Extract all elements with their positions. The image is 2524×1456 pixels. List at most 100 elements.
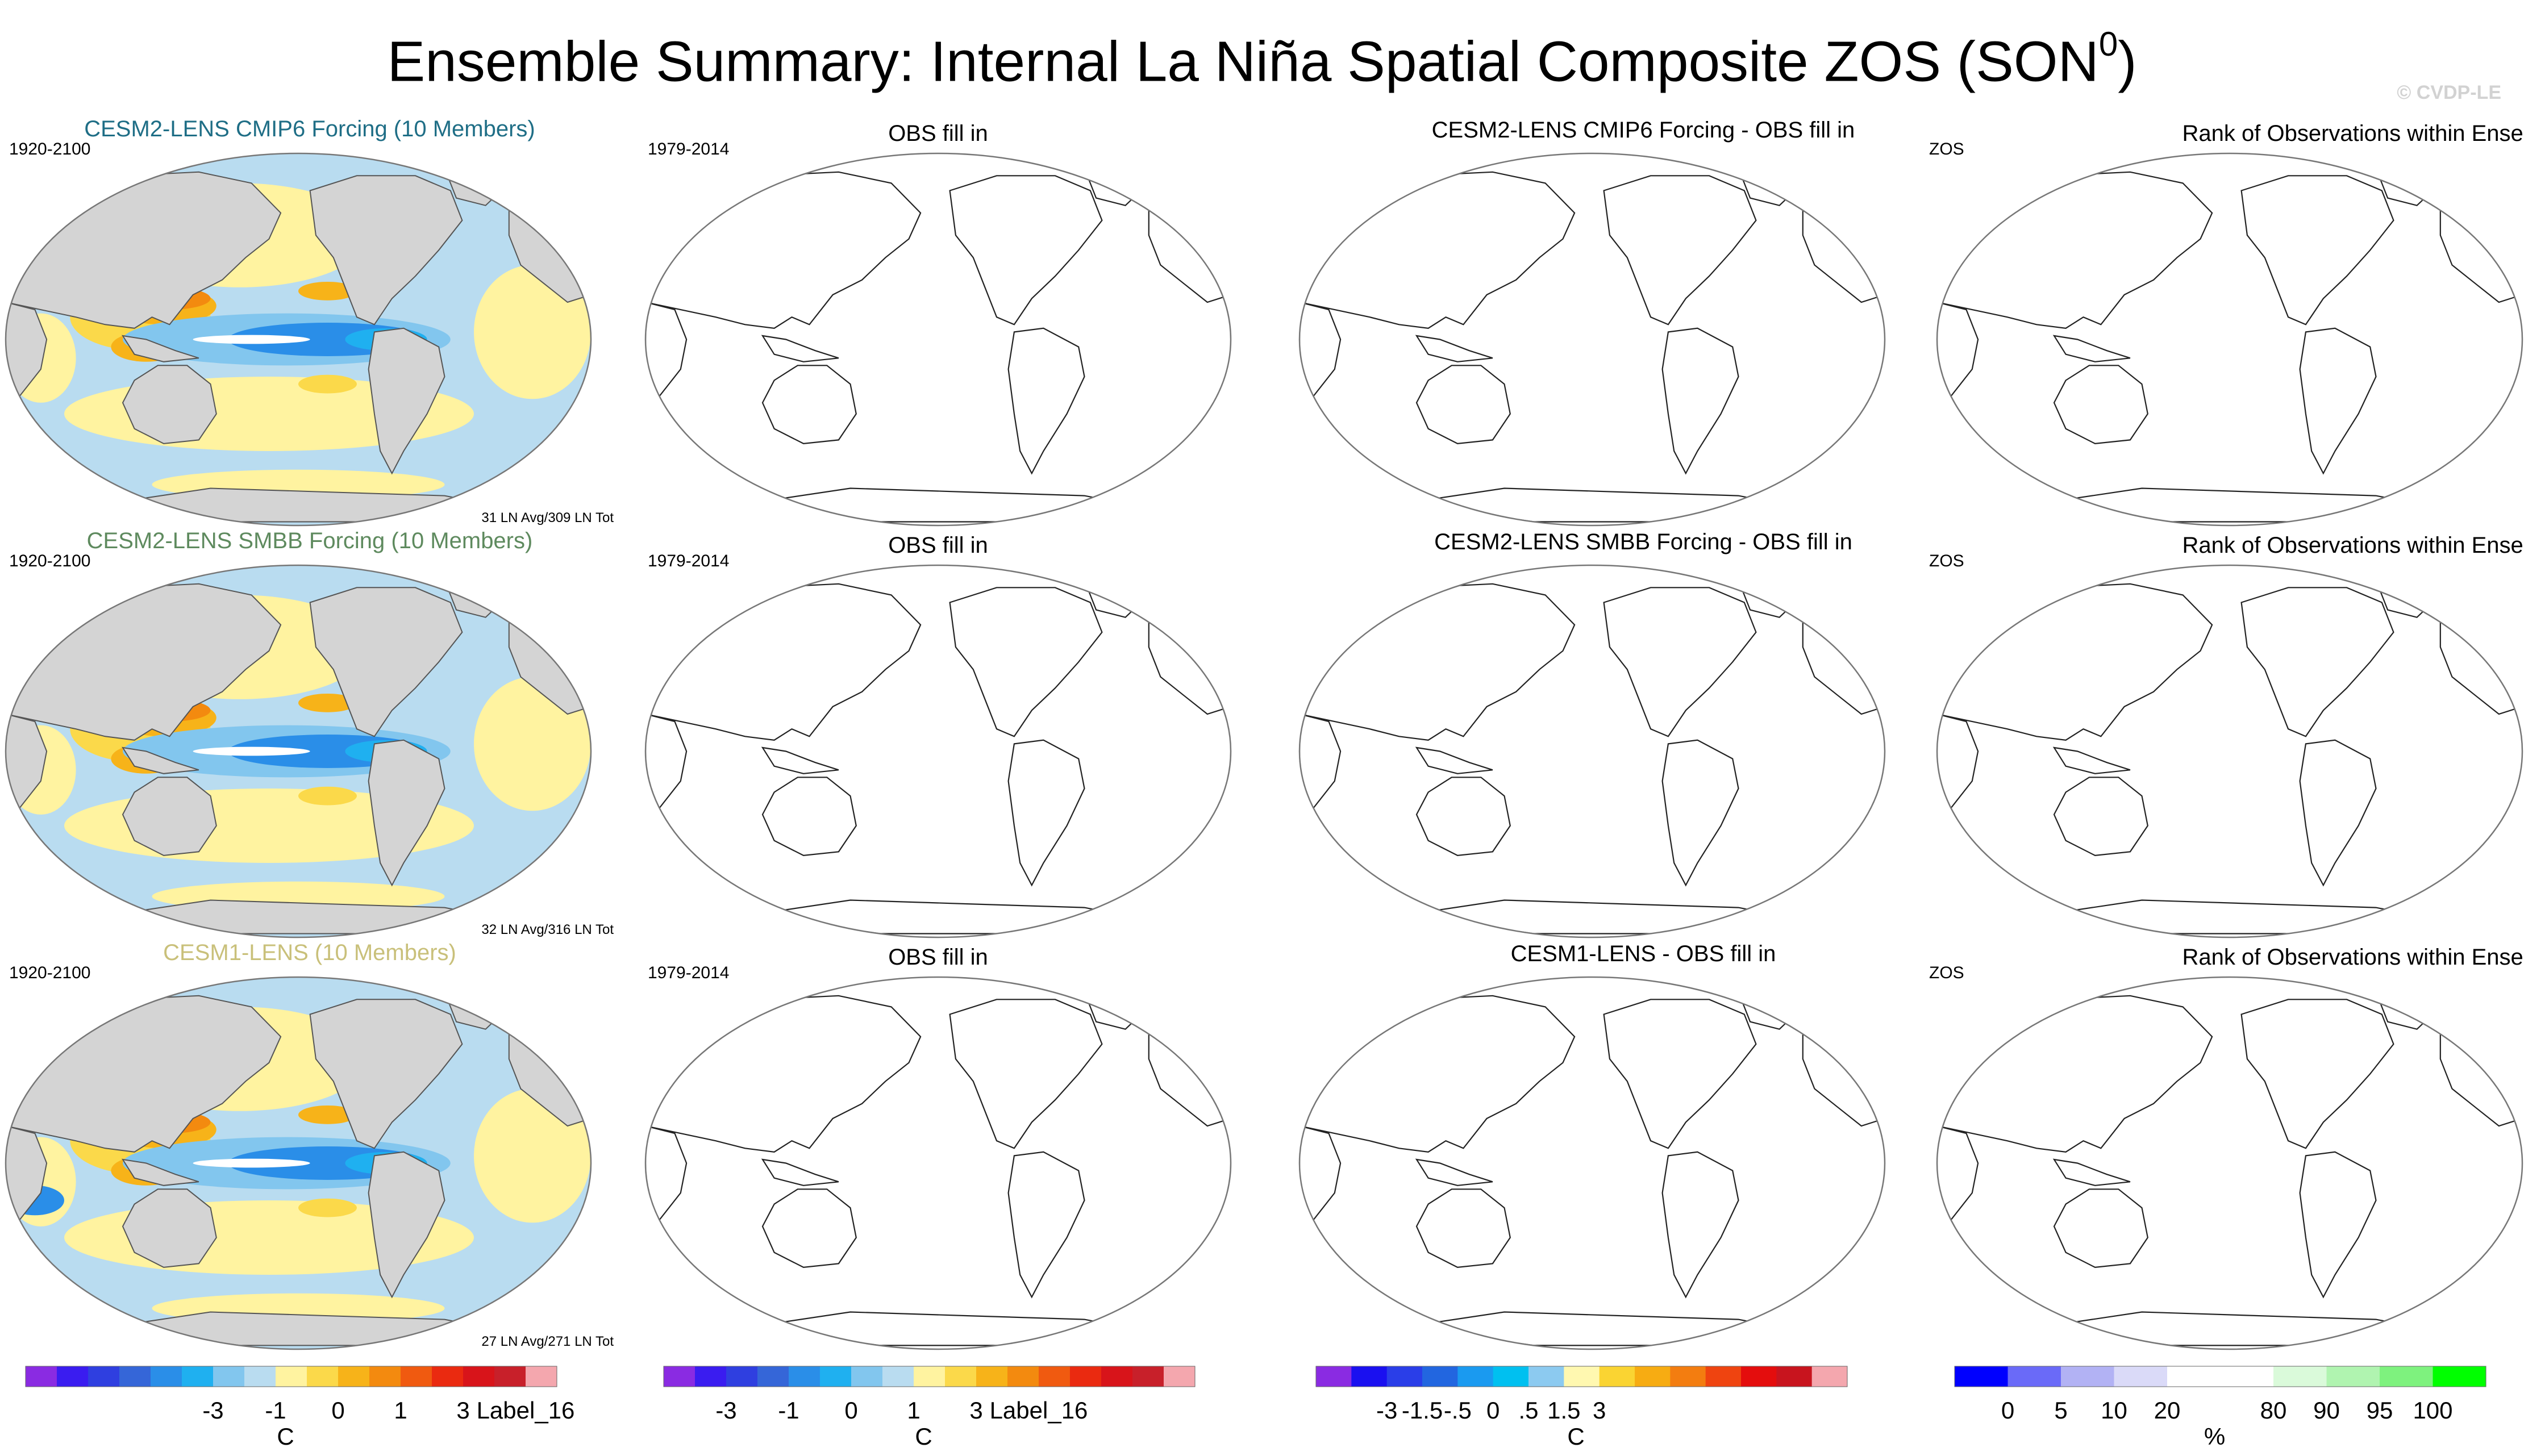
coastline-africa — [1300, 713, 1342, 828]
model-map — [5, 564, 592, 938]
colorbar-tick-label: 0 — [844, 1397, 857, 1424]
coastline-nam — [2240, 175, 2394, 326]
coastline-nam — [1603, 999, 1757, 1149]
coastline-nam — [1603, 175, 1757, 326]
panel-grid: CESM2-LENS CMIP6 Forcing (10 Members)192… — [5, 116, 2524, 1350]
land-sam — [368, 1151, 445, 1299]
coastline-africa — [1300, 1125, 1342, 1240]
colorbar-swatch — [244, 1366, 276, 1387]
coastline-sam — [1007, 739, 1085, 887]
coastline-nam — [949, 999, 1103, 1149]
coastline-sam — [2299, 739, 2377, 887]
colorbar-swatch — [1564, 1366, 1600, 1387]
coastline-eurasia — [1300, 171, 1576, 329]
colorbar-swatch — [2007, 1366, 2061, 1387]
colorbar-swatch — [494, 1366, 526, 1387]
colorbar-tick-label: -1.5 — [1402, 1397, 1443, 1424]
colorbar-swatch — [1132, 1366, 1164, 1387]
map-border — [644, 152, 1232, 527]
coastline-eurasia — [1300, 583, 1576, 741]
coastline-indonesia — [761, 1158, 839, 1186]
obs-years-label: 1979-2014 — [648, 140, 729, 158]
coastline-eurasia — [1937, 995, 2213, 1153]
map-border — [1298, 564, 1886, 938]
model-map — [5, 976, 592, 1350]
colorbar-1: -3 -1 0 1 3 Label_16 C — [25, 1366, 574, 1450]
coastline-australia — [761, 777, 857, 857]
model-years-label: 1920-2100 — [9, 140, 90, 158]
rank-map — [1936, 976, 2523, 1350]
colorbar-swatch — [1386, 1366, 1423, 1387]
rank-variable-label: ZOS — [1929, 963, 1964, 982]
coastline-indonesia — [2052, 746, 2131, 774]
coastline-nam — [949, 587, 1103, 737]
colorbar-4: 0 5 10 20 80 90 95 100% — [1954, 1366, 2486, 1450]
colorbar-tick-label: -3 — [202, 1397, 223, 1424]
colorbar-swatch — [2061, 1366, 2114, 1387]
colorbar-swatch — [1635, 1366, 1671, 1387]
obs-years-label: 1979-2014 — [648, 552, 729, 570]
coastline-indonesia — [761, 335, 839, 362]
colorbar-tick-label: -3 — [1376, 1397, 1397, 1424]
colorbar-swatch — [1007, 1366, 1039, 1387]
colorbar-swatch — [1670, 1366, 1706, 1387]
colorbar-swatch — [369, 1366, 401, 1387]
colorbar-swatch — [182, 1366, 214, 1387]
anomaly-contour — [298, 281, 357, 301]
colorbar-tick-label: .5 — [1518, 1397, 1538, 1424]
colorbar-swatch — [2114, 1366, 2168, 1387]
colorbar-swatch — [1528, 1366, 1564, 1387]
land-nam — [309, 175, 463, 326]
coastline-eurasia — [645, 171, 922, 329]
coastline-australia — [2053, 777, 2148, 857]
land-sam — [368, 327, 445, 475]
colorbar-tick-label: 3 — [1593, 1397, 1606, 1424]
coastline-indonesia — [1415, 746, 1493, 774]
rank-panel-title: Rank of Observations within Ensemble — [2183, 121, 2524, 146]
colorbar-swatch — [2273, 1366, 2327, 1387]
coastline-sam — [1661, 1151, 1739, 1299]
anomaly-contour — [193, 1158, 310, 1168]
obs-panel-title: OBS fill in — [888, 945, 988, 970]
coastline-australia — [2053, 365, 2148, 445]
land-indonesia — [121, 335, 199, 362]
land-sam — [368, 739, 445, 887]
colorbar-swatch — [1955, 1366, 2008, 1387]
coastline-africa — [1300, 301, 1342, 416]
coastline-sam — [1007, 327, 1085, 475]
colorbar-swatch — [119, 1366, 151, 1387]
colorbar-tick-label: 100 — [2413, 1397, 2452, 1424]
colorbar-swatch — [2326, 1366, 2380, 1387]
colorbar-units-label: C — [277, 1423, 294, 1450]
anomaly-contour — [193, 746, 310, 756]
main-title: Ensemble Summary: Internal La Niña Spati… — [0, 16, 2524, 95]
colorbar-swatch — [213, 1366, 245, 1387]
coastline-sam — [1007, 1151, 1085, 1299]
colorbar-swatch — [1164, 1366, 1196, 1387]
colorbar-swatch — [526, 1366, 557, 1387]
coastline-africa — [645, 301, 688, 416]
map-border — [644, 564, 1232, 938]
colorbar-tick-label: 1 — [394, 1397, 407, 1424]
colorbar-tick-label: 3 — [456, 1397, 469, 1424]
colorbar-units-label: % — [2204, 1423, 2225, 1450]
coastline-eurasia — [645, 995, 922, 1153]
map-border — [5, 152, 592, 527]
anomaly-contour — [298, 786, 357, 806]
coastline-sam — [1661, 327, 1739, 475]
main-title-text: Ensemble Summary: Internal La Niña Spati… — [387, 30, 2099, 94]
anomaly-contour — [474, 677, 591, 811]
colorbar-swatch — [1351, 1366, 1388, 1387]
model-panel-title: CESM2-LENS CMIP6 Forcing (10 Members) — [84, 116, 535, 141]
colorbar-tick-label: -3 — [715, 1397, 736, 1424]
colorbar-swatch — [2220, 1366, 2274, 1387]
colorbar-row: -3 -1 0 1 3 Label_16C-3 -1 0 1 3 Label_16C-3 -1.5 -.… — [25, 1366, 2486, 1450]
land-africa — [6, 301, 48, 416]
colorbar-tick-label: 80 — [2260, 1397, 2287, 1424]
main-title-superscript: 0 — [2098, 25, 2118, 63]
coastline-africa — [645, 1125, 688, 1240]
obs-map — [644, 976, 1232, 1350]
colorbar-swatch — [695, 1366, 727, 1387]
model-years-label: 1920-2100 — [9, 552, 90, 570]
coastline-africa — [1937, 1125, 1979, 1240]
